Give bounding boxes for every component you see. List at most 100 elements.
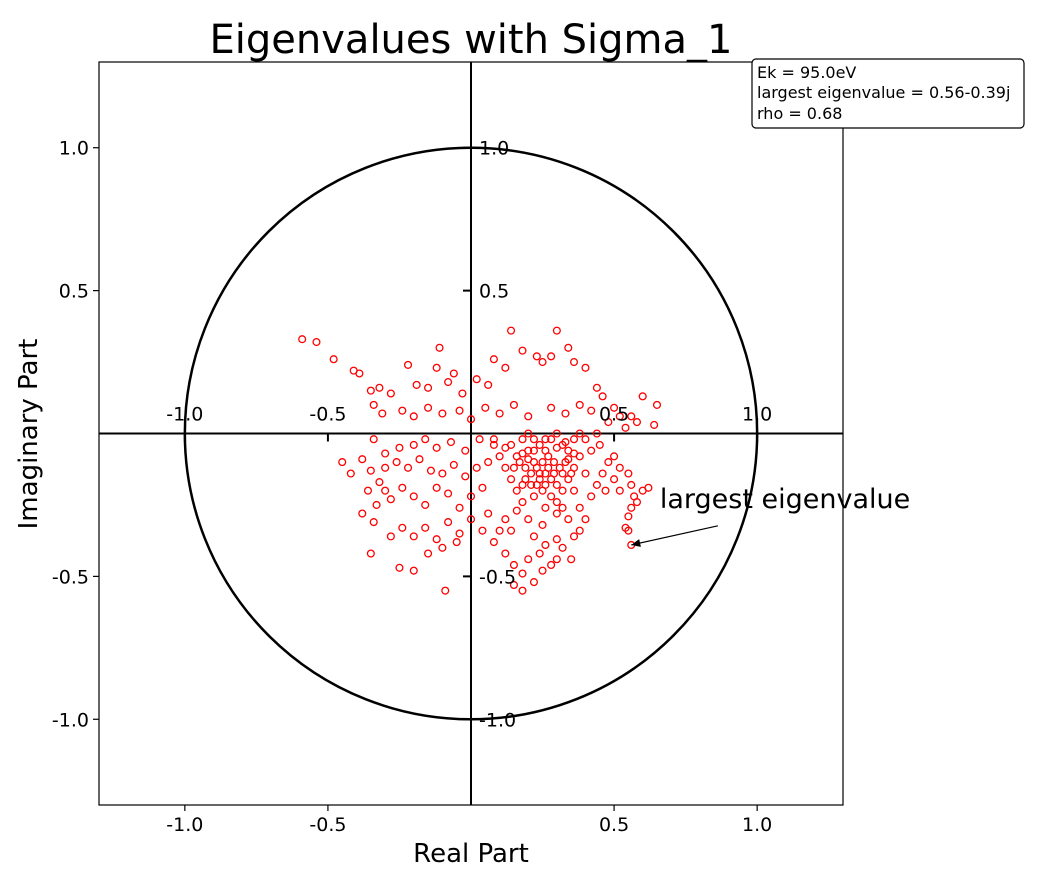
eigenvalue-point (484, 458, 493, 467)
eigenvalue-point (604, 418, 613, 427)
eigenvalue-point (438, 469, 447, 478)
eigenvalue-point (386, 495, 395, 504)
eigenvalue-point (567, 469, 576, 478)
eigenvalue-point (518, 498, 527, 507)
eigenvalue-point (444, 489, 453, 498)
eigenvalue-point (509, 560, 518, 570)
eigenvalue-point (378, 409, 387, 418)
eigenvalue-point (421, 523, 430, 532)
eigenvalue-point (495, 526, 504, 535)
eigenvalue-point (561, 438, 570, 447)
eigenvalue-point (507, 440, 516, 449)
eigenvalue-point (452, 538, 461, 547)
eigenvalue-point (624, 512, 633, 521)
eigenvalue-point (461, 446, 470, 455)
eigenvalue-point (441, 586, 450, 595)
eigenvalue-point (481, 403, 490, 412)
info-box-line-rho: rho = 0.68 (757, 104, 842, 123)
eigenvalue-point (538, 520, 547, 529)
eigenvalue-point (409, 566, 418, 575)
eigenvalue-point (549, 458, 559, 467)
eigenvalue-point (472, 375, 481, 384)
eigenvalue-point (415, 455, 424, 464)
eigenvalue-point (518, 586, 527, 595)
eigenvalue-point (529, 446, 539, 455)
eigenvalue-point (466, 415, 476, 424)
eigenvalue-point (598, 469, 607, 478)
eigenvalue-point (650, 420, 659, 429)
eigenvalue-point (398, 406, 407, 415)
x-tick-label: 0.5 (599, 814, 629, 836)
eigenvalue-point (569, 435, 579, 444)
eigenvalue-point (438, 543, 447, 552)
center-x-tick-label: -1.0 (166, 404, 203, 426)
eigenvalue-point (532, 480, 541, 489)
eigenvalue-point (598, 392, 607, 401)
center-x-tick-label: 1.0 (742, 404, 772, 426)
eigenvalue-point (538, 566, 547, 575)
x-tick-label: 1.0 (742, 814, 772, 836)
eigenvalue-point (489, 440, 498, 449)
eigenvalue-point (587, 446, 596, 455)
eigenvalue-point (355, 369, 364, 378)
info-box: Ek = 95.0eV largest eigenvalue = 0.56-0.… (751, 58, 1025, 129)
eigenvalue-point (358, 455, 367, 464)
eigenvalue-point (575, 503, 584, 512)
eigenvalue-point (409, 492, 418, 501)
y-tick-label: 1.0 (59, 138, 89, 160)
eigenvalue-point (386, 389, 395, 398)
eigenvalue-point (507, 326, 516, 335)
eigenvalue-point (501, 463, 510, 472)
eigenvalue-point (604, 458, 613, 467)
eigenvalue-point (541, 435, 550, 444)
eigenvalue-point (512, 486, 521, 495)
annotation-arrow-head (631, 539, 641, 547)
eigenvalue-point (610, 403, 619, 412)
eigenvalue-point (524, 455, 533, 464)
eigenvalue-point (455, 406, 464, 415)
eigenvalue-point (424, 549, 433, 558)
x-tick-label: -0.5 (309, 814, 346, 836)
eigenvalue-point (509, 400, 518, 409)
eigenvalue-point (395, 443, 404, 452)
eigenvalue-point (472, 463, 481, 472)
eigenvalue-point (524, 515, 533, 524)
eigenvalue-point (507, 526, 516, 535)
eigenvalue-point (592, 383, 601, 392)
eigenvalue-point (372, 500, 381, 509)
eigenvalue-point (558, 486, 567, 495)
eigenvalue-point (369, 400, 378, 409)
eigenvalue-point (507, 475, 516, 484)
chart-title: Eigenvalues with Sigma_1 (210, 17, 733, 63)
annotation-arrow-line (631, 525, 718, 546)
y-axis-label: Imaginary Part (14, 339, 44, 530)
info-box-line-largest: largest eigenvalue = 0.56-0.39j (757, 83, 1010, 102)
eigenvalue-point (564, 343, 573, 352)
eigenvalue-point (592, 480, 601, 489)
eigenvalue-point (395, 563, 404, 572)
eigenvalue-point (527, 469, 536, 478)
eigenvalue-point (575, 400, 584, 409)
eigenvalue-point (346, 469, 355, 478)
eigenvalue-point (518, 569, 527, 578)
eigenvalue-point (369, 518, 378, 527)
eigenvalue-point (529, 492, 539, 501)
eigenvalue-point (587, 492, 596, 501)
eigenvalue-point (547, 352, 556, 361)
eigenvalue-point (627, 503, 636, 512)
eigenvalue-point (381, 449, 390, 458)
eigenvalue-point (446, 438, 456, 447)
center-y-tick-label: 1.0 (479, 138, 509, 160)
eigenvalue-point (524, 555, 533, 564)
eigenvalue-point (435, 343, 444, 352)
eigenvalue-point (458, 389, 467, 398)
eigenvalue-point (529, 532, 539, 541)
eigenvalue-point (509, 463, 518, 472)
eigenvalue-point (381, 463, 390, 472)
eigenvalue-point (561, 409, 570, 418)
eigenvalue-point (552, 429, 561, 438)
eigenvalue-point (581, 515, 590, 524)
eigenvalue-point (621, 423, 630, 432)
center-x-tick-label: -0.5 (309, 404, 346, 426)
